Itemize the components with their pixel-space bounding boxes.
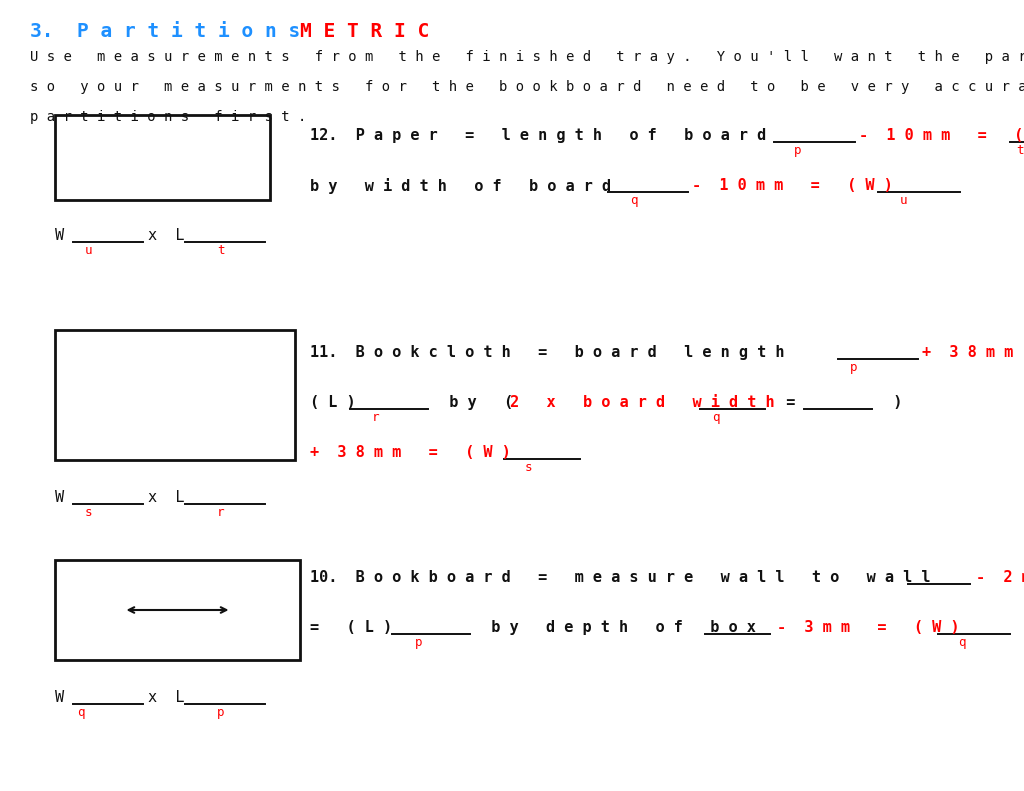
Text: p: p (217, 706, 224, 719)
Text: s: s (525, 461, 532, 474)
Text: q: q (630, 194, 638, 207)
Text: u: u (900, 194, 907, 207)
Bar (55, 330, 295, 460)
Text: b y   d e p t h   o f   b o x: b y d e p t h o f b o x (473, 620, 774, 635)
Text: q: q (958, 636, 966, 649)
Text: t: t (217, 244, 224, 257)
Text: b y   (: b y ( (431, 395, 513, 410)
Bar (55, 560, 300, 660)
Text: 10.  B o o k b o a r d   =   m e a s u r e   w a l l   t o   w a l l: 10. B o o k b o a r d = m e a s u r e w … (310, 570, 931, 585)
Text: +  3 8 m m   =   ( W ): + 3 8 m m = ( W ) (310, 445, 511, 460)
Bar (55, 115, 270, 200)
Text: x  L: x L (148, 490, 184, 505)
Text: W: W (55, 228, 65, 243)
Text: b y   w i d t h   o f   b o a r d: b y w i d t h o f b o a r d (310, 178, 630, 194)
Text: x  L: x L (148, 228, 184, 243)
Text: -  3 m m   =   ( W ): - 3 m m = ( W ) (777, 620, 959, 635)
Text: 3.  P a r t i t i o n s: 3. P a r t i t i o n s (30, 22, 324, 41)
Text: M E T R I C: M E T R I C (300, 22, 429, 41)
Text: q: q (77, 706, 85, 719)
Text: s o   y o u r   m e a s u r m e n t s   f o r   t h e   b o o k b o a r d   n e : s o y o u r m e a s u r m e n t s f o r … (30, 80, 1024, 94)
Text: =   ( L ): = ( L ) (310, 620, 411, 635)
Text: =: = (768, 395, 814, 410)
Text: 12.  P a p e r   =   l e n g t h   o f   b o a r d: 12. P a p e r = l e n g t h o f b o a r … (310, 128, 784, 143)
Text: p: p (850, 361, 857, 374)
Text: s: s (85, 506, 92, 519)
Text: t: t (1016, 144, 1024, 157)
Text: p a r t i t i o n s   f i r s t .: p a r t i t i o n s f i r s t . (30, 110, 306, 124)
Text: -  1 0 m m   =   ( W ): - 1 0 m m = ( W ) (692, 178, 911, 193)
Text: 2   x   b o a r d   w i d t h: 2 x b o a r d w i d t h (510, 395, 793, 410)
Text: W: W (55, 490, 65, 505)
Text: -  2 m m: - 2 m m (976, 570, 1024, 585)
Text: r: r (372, 411, 380, 424)
Text: u: u (85, 244, 92, 257)
Text: ( L ): ( L ) (310, 395, 355, 410)
Text: p: p (794, 144, 802, 157)
Text: -  1 0 m m   =   ( L ): - 1 0 m m = ( L ) (859, 128, 1024, 143)
Text: U s e   m e a s u r e m e n t s   f r o m   t h e   f i n i s h e d   t r a y . : U s e m e a s u r e m e n t s f r o m t … (30, 50, 1024, 64)
Text: x  L: x L (148, 690, 184, 705)
Text: ): ) (874, 395, 902, 410)
Text: W: W (55, 690, 65, 705)
Text: r: r (217, 506, 224, 519)
Text: p: p (415, 636, 423, 649)
Text: 11.  B o o k c l o t h   =   b o a r d   l e n g t h: 11. B o o k c l o t h = b o a r d l e n … (310, 345, 803, 360)
Text: +  3 8 m m   =: + 3 8 m m = (922, 345, 1024, 360)
Text: q: q (712, 411, 720, 424)
